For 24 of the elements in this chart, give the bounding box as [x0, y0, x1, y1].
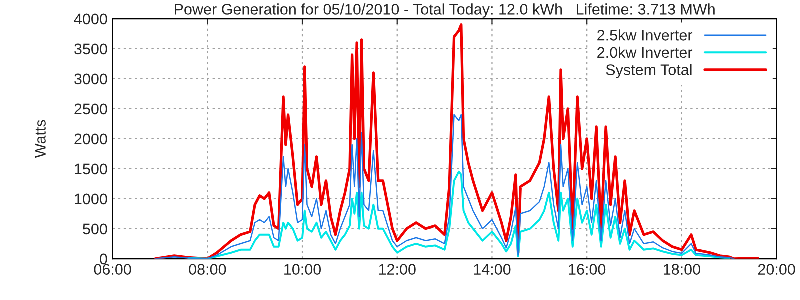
x-tick-label: 20:00 — [758, 264, 796, 275]
y-tick-label: 500 — [83, 224, 108, 235]
legend-label: 2.0kw Inverter — [598, 46, 693, 58]
chart-title: Power Generation for 05/10/2010 - Total Today: 12.0 kWh Lifetime: 3.713 MWh — [175, 4, 715, 18]
x-tick-label: 16:00 — [569, 264, 606, 275]
x-tick-label: 08:00 — [189, 264, 226, 275]
x-tick-label: 10:00 — [284, 264, 322, 275]
x-tick-label: 06:00 — [94, 264, 132, 275]
y-axis-title: Watts — [35, 120, 46, 158]
x-tick-label: 18:00 — [664, 264, 700, 275]
y-tick-label: 0 — [100, 254, 108, 265]
y-tick-label: 2500 — [74, 104, 108, 115]
y-tick-label: 3000 — [74, 74, 108, 85]
line-series — [154, 24, 760, 259]
y-tick-label: 1500 — [75, 164, 108, 175]
y-tick-label: 4000 — [74, 14, 108, 25]
x-tick-label: 14:00 — [474, 264, 511, 275]
x-tick-label: 12:00 — [379, 264, 416, 275]
line-series — [154, 114, 735, 259]
y-tick-label: 3500 — [74, 44, 108, 55]
legend-label: 2.5kw Inverter — [598, 30, 693, 41]
y-tick-label: 1000 — [75, 194, 108, 205]
legend-label: System Total — [606, 64, 692, 78]
y-tick-label: 2000 — [74, 134, 108, 145]
